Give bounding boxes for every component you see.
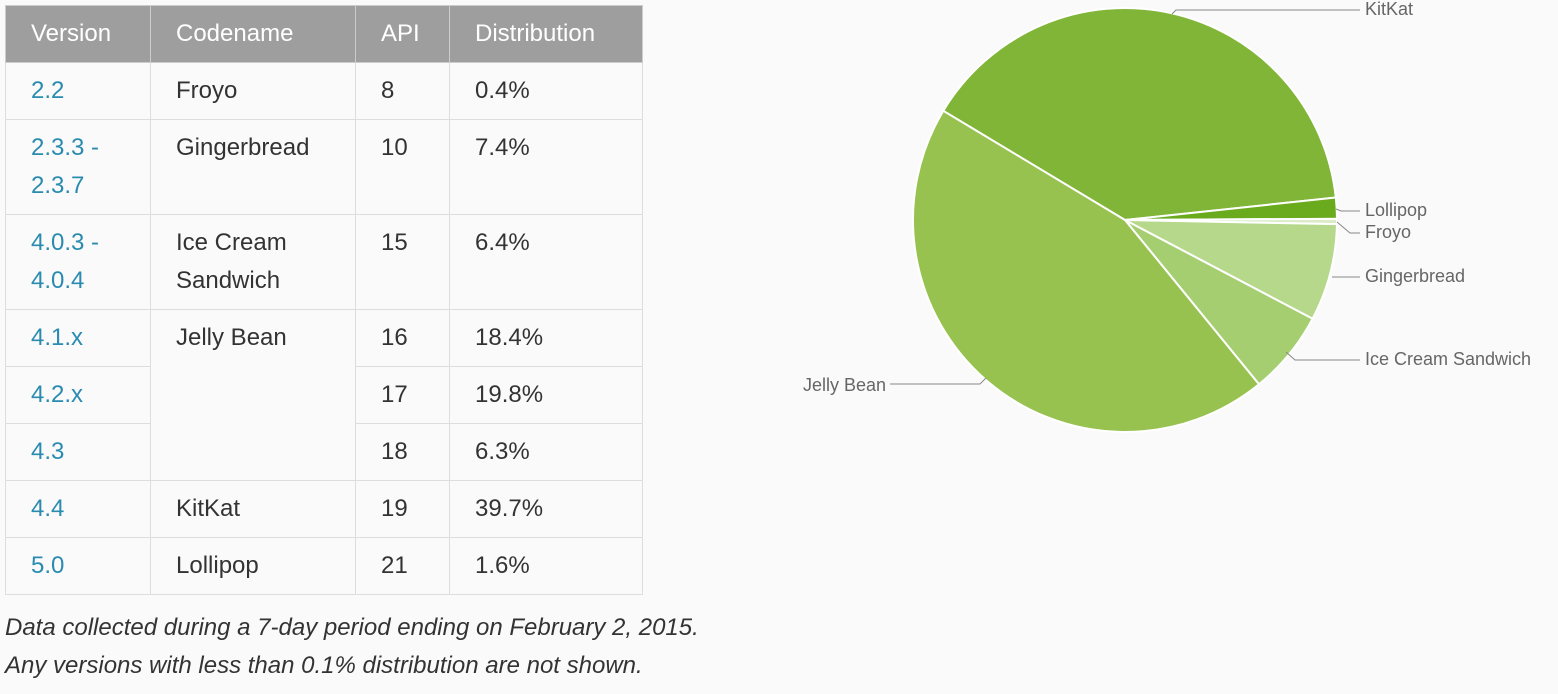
distribution-cell: 0.4%	[449, 62, 643, 120]
slice-label: Gingerbread	[1365, 266, 1465, 286]
codename-cell: Ice Cream Sandwich	[150, 214, 356, 310]
distribution-cell: 7.4%	[449, 119, 643, 215]
slice-label: KitKat	[1365, 0, 1413, 19]
leader-line	[1335, 208, 1360, 212]
distribution-cell: 6.4%	[449, 214, 643, 310]
version-cell: 4.3	[5, 423, 151, 481]
api-cell: 21	[355, 537, 450, 595]
leader-line	[1171, 9, 1360, 15]
pie-slice	[912, 109, 1261, 433]
slice-label: Lollipop	[1365, 200, 1427, 220]
codename-cell: Gingerbread	[150, 119, 356, 215]
footnote: Data collected during a 7-day period end…	[5, 614, 699, 641]
table-row: 5.0 Lollipop 21 1.6%	[5, 537, 643, 595]
slice-label: Froyo	[1365, 222, 1411, 242]
leader-line	[1285, 351, 1360, 361]
distribution-cell: 19.8%	[449, 366, 643, 424]
pie-slice	[941, 7, 1337, 222]
codename-cell: Lollipop	[150, 537, 356, 595]
version-cell: 5.0	[5, 537, 151, 595]
table-row: 4.4 KitKat 19 39.7%	[5, 480, 643, 538]
api-cell: 18	[355, 423, 450, 481]
slice-label: Ice Cream Sandwich	[1365, 349, 1531, 369]
distribution-cell: 1.6%	[449, 537, 643, 595]
column-header: Codename	[150, 5, 356, 63]
header-row: Version Codename API Distribution	[5, 5, 643, 63]
version-cell: 4.2.x	[5, 366, 151, 424]
table-row: 4.3 18 6.3%	[5, 423, 643, 481]
version-cell: 4.4	[5, 480, 151, 538]
column-header: Distribution	[449, 5, 643, 63]
distribution-cell: 6.3%	[449, 423, 643, 481]
version-cell: 2.2	[5, 62, 151, 120]
distribution-cell: 39.7%	[449, 480, 643, 538]
api-cell: 8	[355, 62, 450, 120]
table-row: 2.2 Froyo 8 0.4%	[5, 62, 643, 120]
leader-line	[1336, 221, 1360, 234]
version-cell: 4.0.3 - 4.0.4	[5, 214, 151, 310]
column-header: Version	[5, 5, 151, 63]
table-row: 4.2.x 17 19.8%	[5, 366, 643, 424]
codename-cell: Jelly Bean	[150, 309, 356, 481]
leader-line	[890, 377, 987, 385]
distribution-table: Version Codename API Distribution 2.2 Froyo 8…	[5, 5, 643, 595]
distribution-cell: 18.4%	[449, 309, 643, 367]
slice-label: Jelly Bean	[803, 375, 886, 395]
table-row: 2.3.3 - 2.3.7 Gingerbread 10 7.4%	[5, 119, 643, 215]
pie-slice	[1124, 219, 1338, 321]
footnote: Any versions with less than 0.1% distrib…	[5, 652, 643, 679]
codename-cell: KitKat	[150, 480, 356, 538]
